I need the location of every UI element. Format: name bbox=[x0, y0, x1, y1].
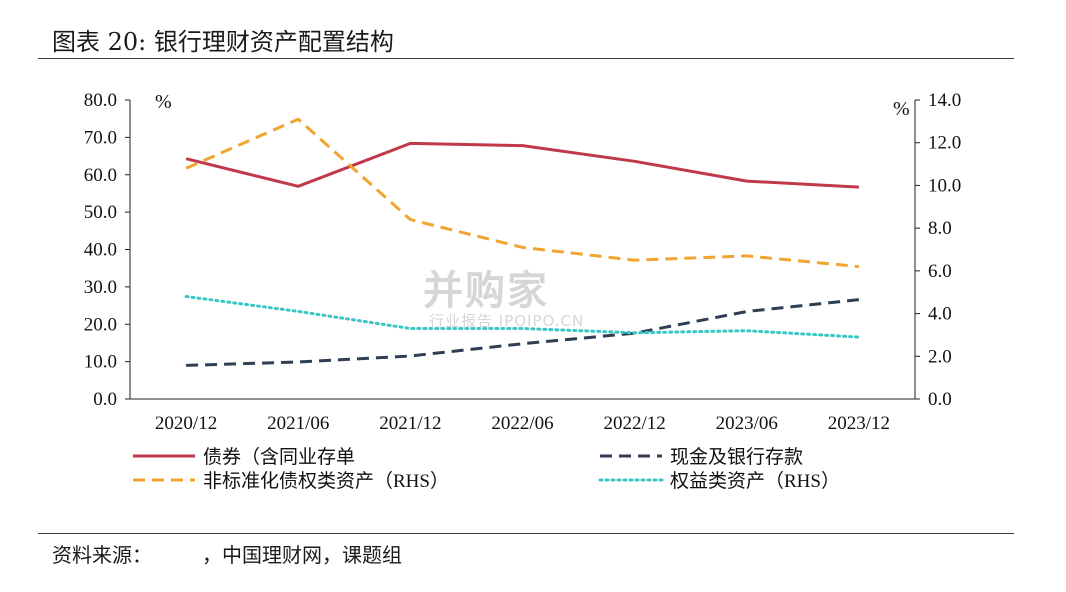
left-tick-label: 0.0 bbox=[93, 389, 117, 410]
right-tick-label: 8.0 bbox=[928, 218, 952, 239]
right-tick-label: 4.0 bbox=[928, 304, 952, 325]
series-line-3 bbox=[185, 117, 860, 269]
right-axis-unit: % bbox=[893, 98, 910, 120]
x-tick-label: 2021/12 bbox=[379, 413, 441, 434]
right-tick-label: 6.0 bbox=[928, 261, 952, 282]
left-tick-label: 80.0 bbox=[84, 90, 117, 111]
series-line-4 bbox=[184, 295, 861, 339]
left-tick-label: 60.0 bbox=[84, 165, 117, 186]
left-axis-unit: % bbox=[155, 91, 172, 113]
right-tick-label: 10.0 bbox=[928, 175, 961, 196]
right-tick-label: 12.0 bbox=[928, 133, 961, 154]
watermark-main: 并购家 bbox=[423, 268, 549, 314]
left-tick-label: 30.0 bbox=[84, 277, 117, 298]
legend-label-4: 权益类资产（RHS） bbox=[670, 470, 840, 492]
x-tick-label: 2022/06 bbox=[491, 413, 553, 434]
legend-label-2: 现金及银行存款 bbox=[670, 446, 803, 468]
x-tick-label: 2023/06 bbox=[716, 413, 778, 434]
figure-title: 图表 20: 银行理财资产配置结构 bbox=[52, 28, 394, 56]
chart-plot-area bbox=[184, 117, 861, 367]
left-tick-label: 10.0 bbox=[84, 352, 117, 373]
right-tick-label: 14.0 bbox=[928, 90, 961, 111]
bottom-rule bbox=[38, 533, 1014, 534]
left-tick-label: 20.0 bbox=[84, 314, 117, 335]
x-tick-label: 2022/12 bbox=[604, 413, 666, 434]
x-tick-label: 2020/12 bbox=[155, 413, 217, 434]
series-line-1 bbox=[185, 141, 859, 189]
left-tick-label: 50.0 bbox=[84, 202, 117, 223]
legend-label-3: 非标准化债权类资产（RHS） bbox=[203, 470, 449, 492]
left-tick-label: 70.0 bbox=[84, 127, 117, 148]
top-rule bbox=[38, 58, 1014, 59]
legend-label-1: 债券（含同业存单 bbox=[203, 446, 355, 468]
right-tick-label: 2.0 bbox=[928, 346, 952, 367]
watermark: 并购家 行业报告 IPOIPO.CN bbox=[423, 258, 584, 331]
right-tick-label: 0.0 bbox=[928, 389, 952, 410]
source-note: 资料来源： ，中国理财网，课题组 bbox=[52, 543, 402, 567]
watermark-sub: 行业报告 IPOIPO.CN bbox=[429, 312, 585, 330]
x-tick-label: 2021/06 bbox=[267, 413, 329, 434]
chart-axes: 80.0 70.0 60.0 50.0 40.0 30.0 20.0 10.0 0.0% 14.0… bbox=[84, 90, 962, 434]
left-tick-label: 40.0 bbox=[84, 240, 117, 261]
x-tick-label: 2023/12 bbox=[828, 413, 890, 434]
